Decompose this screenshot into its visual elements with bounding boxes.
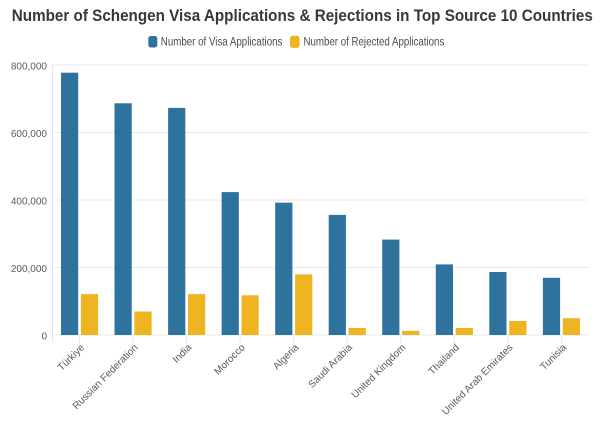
- svg-text:Number of Visa Applications: Number of Visa Applications: [161, 36, 283, 48]
- svg-text:600,000: 600,000: [11, 129, 48, 140]
- svg-text:800,000: 800,000: [11, 62, 48, 73]
- svg-text:400,000: 400,000: [11, 197, 48, 208]
- svg-text:0: 0: [41, 332, 47, 343]
- svg-text:Number of Schengen Visa Applic: Number of Schengen Visa Applications & R…: [12, 7, 593, 25]
- svg-text:200,000: 200,000: [11, 264, 48, 275]
- svg-text:Number of Rejected Application: Number of Rejected Applications: [304, 36, 445, 48]
